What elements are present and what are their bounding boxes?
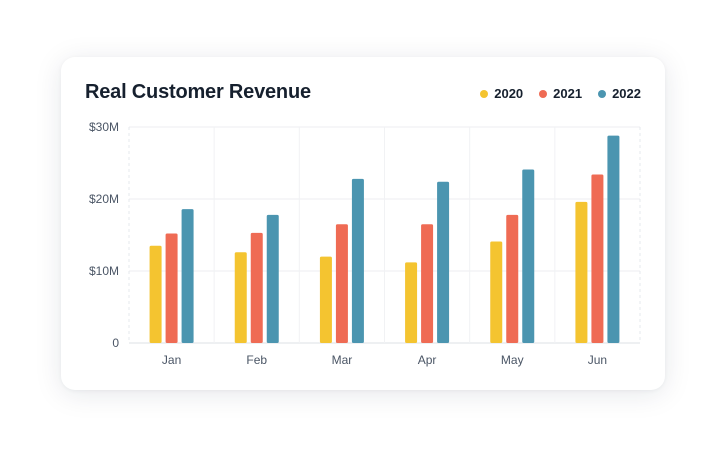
- legend-label-2021: 2021: [553, 86, 583, 101]
- y-tick-label: $30M: [89, 120, 119, 134]
- legend-swatch-2022: [598, 89, 607, 98]
- bar-2022-may: [522, 169, 535, 343]
- legend-item-2022[interactable]: 2022: [598, 86, 641, 101]
- x-tick-label: Jan: [162, 353, 181, 367]
- legend: 2020 2021 2022: [480, 86, 641, 101]
- bar-2021-jun: [591, 174, 604, 343]
- y-tick-label: $10M: [89, 264, 119, 278]
- bar-2022-mar: [351, 178, 364, 343]
- x-tick-label: Apr: [418, 353, 437, 367]
- chart-title: Real Customer Revenue: [85, 81, 311, 103]
- bar-2020-jan: [149, 245, 162, 343]
- x-tick-label: Mar: [332, 353, 353, 367]
- legend-label-2020: 2020: [494, 86, 524, 101]
- bar-2020-apr: [405, 262, 418, 343]
- legend-item-2021[interactable]: 2021: [539, 86, 582, 101]
- x-tick-label: Jun: [588, 353, 607, 367]
- legend-item-2020[interactable]: 2020: [480, 86, 523, 101]
- y-tick-label: 0: [112, 336, 119, 350]
- bar-2022-apr: [437, 181, 450, 343]
- bar-2022-jun: [607, 135, 620, 343]
- bar-2020-jun: [575, 201, 588, 343]
- bar-2022-feb: [266, 214, 279, 343]
- bar-2022-jan: [181, 209, 194, 343]
- bar-2021-apr: [421, 224, 434, 343]
- bar-2021-jan: [165, 233, 178, 343]
- x-tick-label: May: [501, 353, 524, 367]
- legend-label-2022: 2022: [612, 86, 641, 101]
- bar-2020-may: [490, 241, 503, 343]
- x-tick-label: Feb: [246, 353, 267, 367]
- bar-2021-feb: [250, 232, 263, 343]
- legend-swatch-2021: [539, 89, 548, 98]
- bar-2021-may: [506, 214, 519, 343]
- bar-2020-mar: [319, 256, 332, 343]
- bar-2020-feb: [234, 252, 247, 343]
- legend-swatch-2020: [480, 89, 489, 98]
- bar-2021-mar: [335, 224, 348, 343]
- y-tick-label: $20M: [89, 192, 119, 206]
